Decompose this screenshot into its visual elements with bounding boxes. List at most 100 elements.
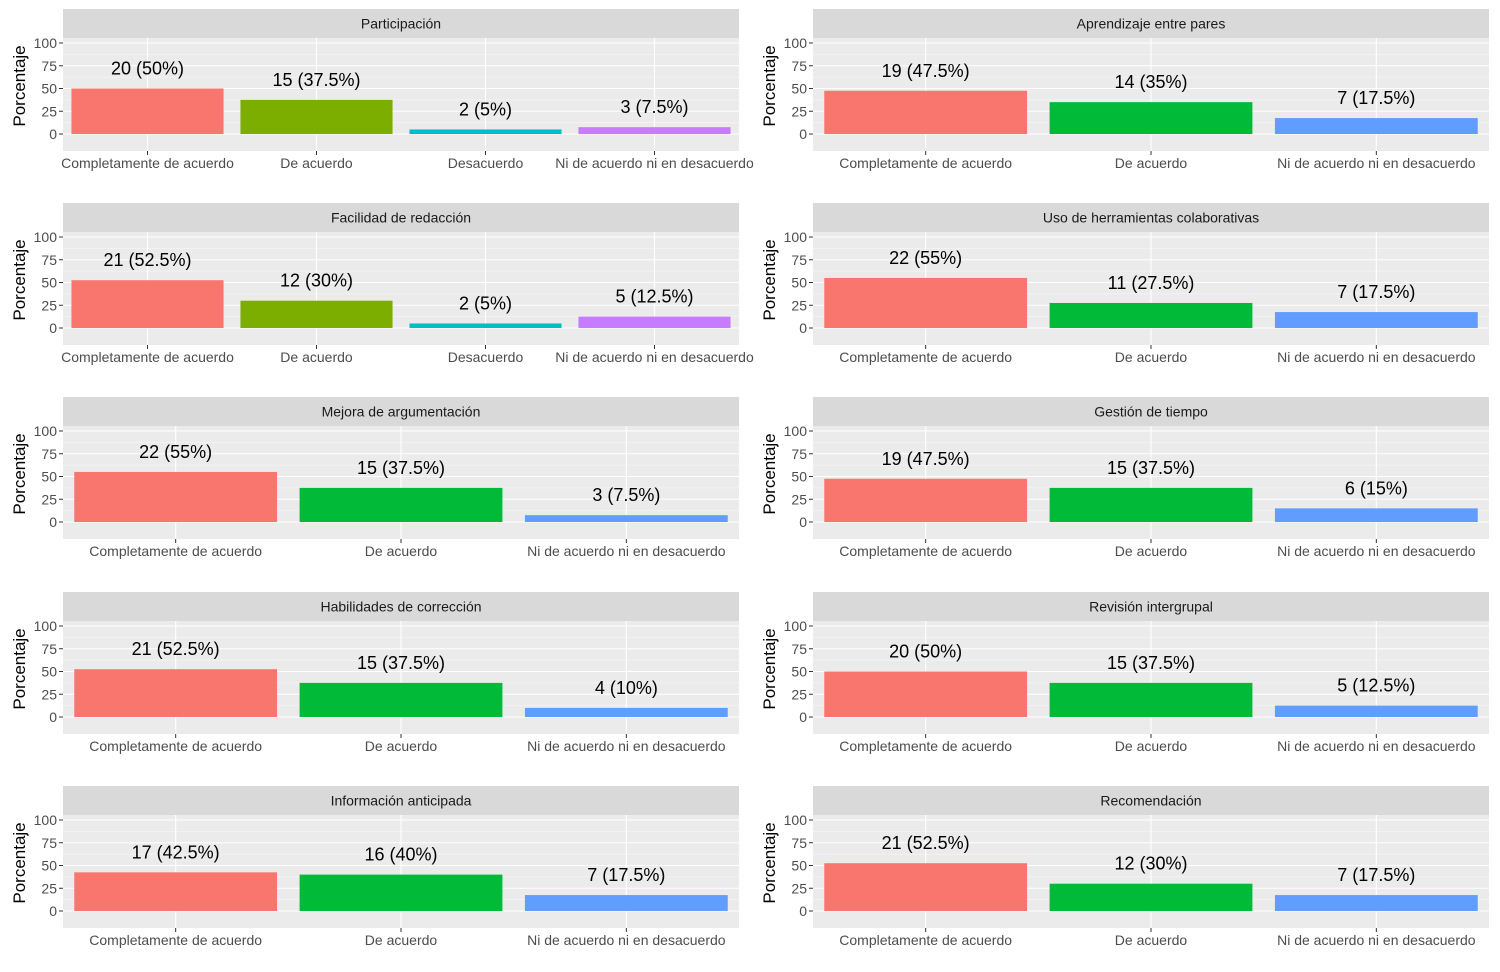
facet-strip — [63, 9, 739, 38]
y-tick-label: 75 — [41, 835, 57, 851]
x-category-label: De acuerdo — [365, 543, 438, 559]
bar-value-label: 20 (50%) — [889, 642, 962, 662]
bar — [74, 669, 278, 717]
bar — [524, 895, 728, 911]
facet-title: Revisión intergrupal — [1089, 599, 1213, 615]
bar-value-label: 5 (12.5%) — [615, 287, 693, 307]
y-tick-label: 50 — [41, 81, 57, 97]
y-tick-label: 0 — [799, 903, 807, 919]
bar — [409, 323, 562, 328]
y-tick-label: 0 — [49, 320, 57, 336]
x-category-label: De acuerdo — [280, 155, 353, 171]
y-tick-label: 100 — [34, 618, 58, 634]
bar — [74, 872, 278, 911]
bar-value-label: 2 (5%) — [459, 293, 512, 313]
bar-value-label: 16 (40%) — [364, 845, 437, 865]
y-tick-label: 100 — [784, 812, 808, 828]
y-axis-label: Porcentaje — [10, 628, 29, 709]
bar-value-label: 21 (52.5%) — [132, 639, 220, 659]
facet-panel-1: Participación 0 25 50 75 100 Porcentaje 20 (50%… — [10, 9, 754, 171]
facet-panel-3: Facilidad de redacción 0 25 50 75 100 Porcenta… — [10, 203, 754, 365]
facet-strip — [813, 592, 1489, 621]
x-category-label: De acuerdo — [280, 349, 353, 365]
bar-value-label: 14 (35%) — [1114, 72, 1187, 92]
x-category-label: Ni de acuerdo ni en desacuerdo — [527, 932, 726, 948]
bar — [824, 277, 1028, 328]
bar-value-label: 12 (30%) — [280, 271, 353, 291]
facet-title: Habilidades de corrección — [320, 599, 481, 615]
x-category-label: Ni de acuerdo ni en desacuerdo — [555, 349, 754, 365]
x-category-label: De acuerdo — [1115, 155, 1188, 171]
y-tick-label: 25 — [41, 880, 57, 896]
bar-value-label: 15 (37.5%) — [1107, 653, 1195, 673]
facet-strip — [813, 397, 1489, 426]
y-axis-label: Porcentaje — [760, 822, 779, 903]
y-axis-label: Porcentaje — [760, 433, 779, 514]
y-tick-label: 0 — [799, 514, 807, 530]
x-category-label: Desacuerdo — [448, 155, 524, 171]
facet-title: Gestión de tiempo — [1094, 404, 1208, 420]
y-tick-label: 25 — [41, 297, 57, 313]
facet-strip — [63, 397, 739, 426]
bar-value-label: 7 (17.5%) — [1337, 865, 1415, 885]
bar — [299, 487, 503, 522]
facet-strip — [63, 592, 739, 621]
y-tick-label: 100 — [34, 812, 58, 828]
x-category-label: Completamente de acuerdo — [839, 155, 1012, 171]
bar-value-label: 15 (37.5%) — [357, 653, 445, 673]
x-category-label: Desacuerdo — [448, 349, 524, 365]
facet-panel-10: Recomendación 0 25 50 75 100 Porcentaje 21 (52.… — [760, 786, 1489, 948]
bar-value-label: 22 (55%) — [139, 442, 212, 462]
bar-value-label: 21 (52.5%) — [103, 250, 191, 270]
x-category-label: Completamente de acuerdo — [89, 543, 262, 559]
x-category-label: Completamente de acuerdo — [89, 738, 262, 754]
bar-value-label: 20 (50%) — [111, 59, 184, 79]
y-tick-label: 100 — [34, 229, 58, 245]
x-category-label: Ni de acuerdo ni en desacuerdo — [527, 738, 726, 754]
y-tick-label: 0 — [49, 903, 57, 919]
y-tick-label: 100 — [34, 423, 58, 439]
x-category-label: De acuerdo — [1115, 349, 1188, 365]
y-tick-label: 25 — [41, 491, 57, 507]
bar — [71, 88, 224, 134]
x-category-label: Completamente de acuerdo — [61, 155, 234, 171]
x-category-label: Ni de acuerdo ni en desacuerdo — [1277, 543, 1476, 559]
bar — [1049, 302, 1253, 328]
y-tick-label: 25 — [41, 686, 57, 702]
y-tick-label: 75 — [791, 835, 807, 851]
y-tick-label: 100 — [784, 229, 808, 245]
x-category-label: Completamente de acuerdo — [89, 932, 262, 948]
facet-title: Mejora de argumentación — [322, 404, 481, 420]
y-tick-label: 50 — [791, 275, 807, 291]
y-tick-label: 75 — [41, 252, 57, 268]
y-tick-label: 0 — [799, 709, 807, 725]
x-category-label: Ni de acuerdo ni en desacuerdo — [555, 155, 754, 171]
facet-title: Facilidad de redacción — [331, 210, 471, 226]
bar-value-label: 21 (52.5%) — [882, 833, 970, 853]
x-category-label: Completamente de acuerdo — [61, 349, 234, 365]
bar — [1274, 705, 1478, 717]
facet-title: Participación — [361, 16, 441, 32]
y-tick-label: 0 — [49, 709, 57, 725]
y-tick-label: 100 — [784, 35, 808, 51]
y-axis-label: Porcentaje — [10, 433, 29, 514]
bar-value-label: 3 (7.5%) — [592, 485, 660, 505]
y-tick-label: 50 — [791, 81, 807, 97]
x-category-label: De acuerdo — [365, 738, 438, 754]
x-category-label: De acuerdo — [365, 932, 438, 948]
facet-strip — [63, 786, 739, 815]
bar — [824, 90, 1028, 134]
bar-value-label: 15 (37.5%) — [272, 70, 360, 90]
bar — [240, 300, 393, 328]
x-category-label: Completamente de acuerdo — [839, 932, 1012, 948]
facet-strip — [813, 203, 1489, 232]
y-axis-label: Porcentaje — [760, 628, 779, 709]
y-tick-label: 0 — [799, 126, 807, 142]
y-tick-label: 75 — [791, 641, 807, 657]
bar — [1049, 487, 1253, 522]
bar-value-label: 3 (7.5%) — [620, 97, 688, 117]
y-tick-label: 0 — [49, 514, 57, 530]
y-tick-label: 25 — [791, 686, 807, 702]
